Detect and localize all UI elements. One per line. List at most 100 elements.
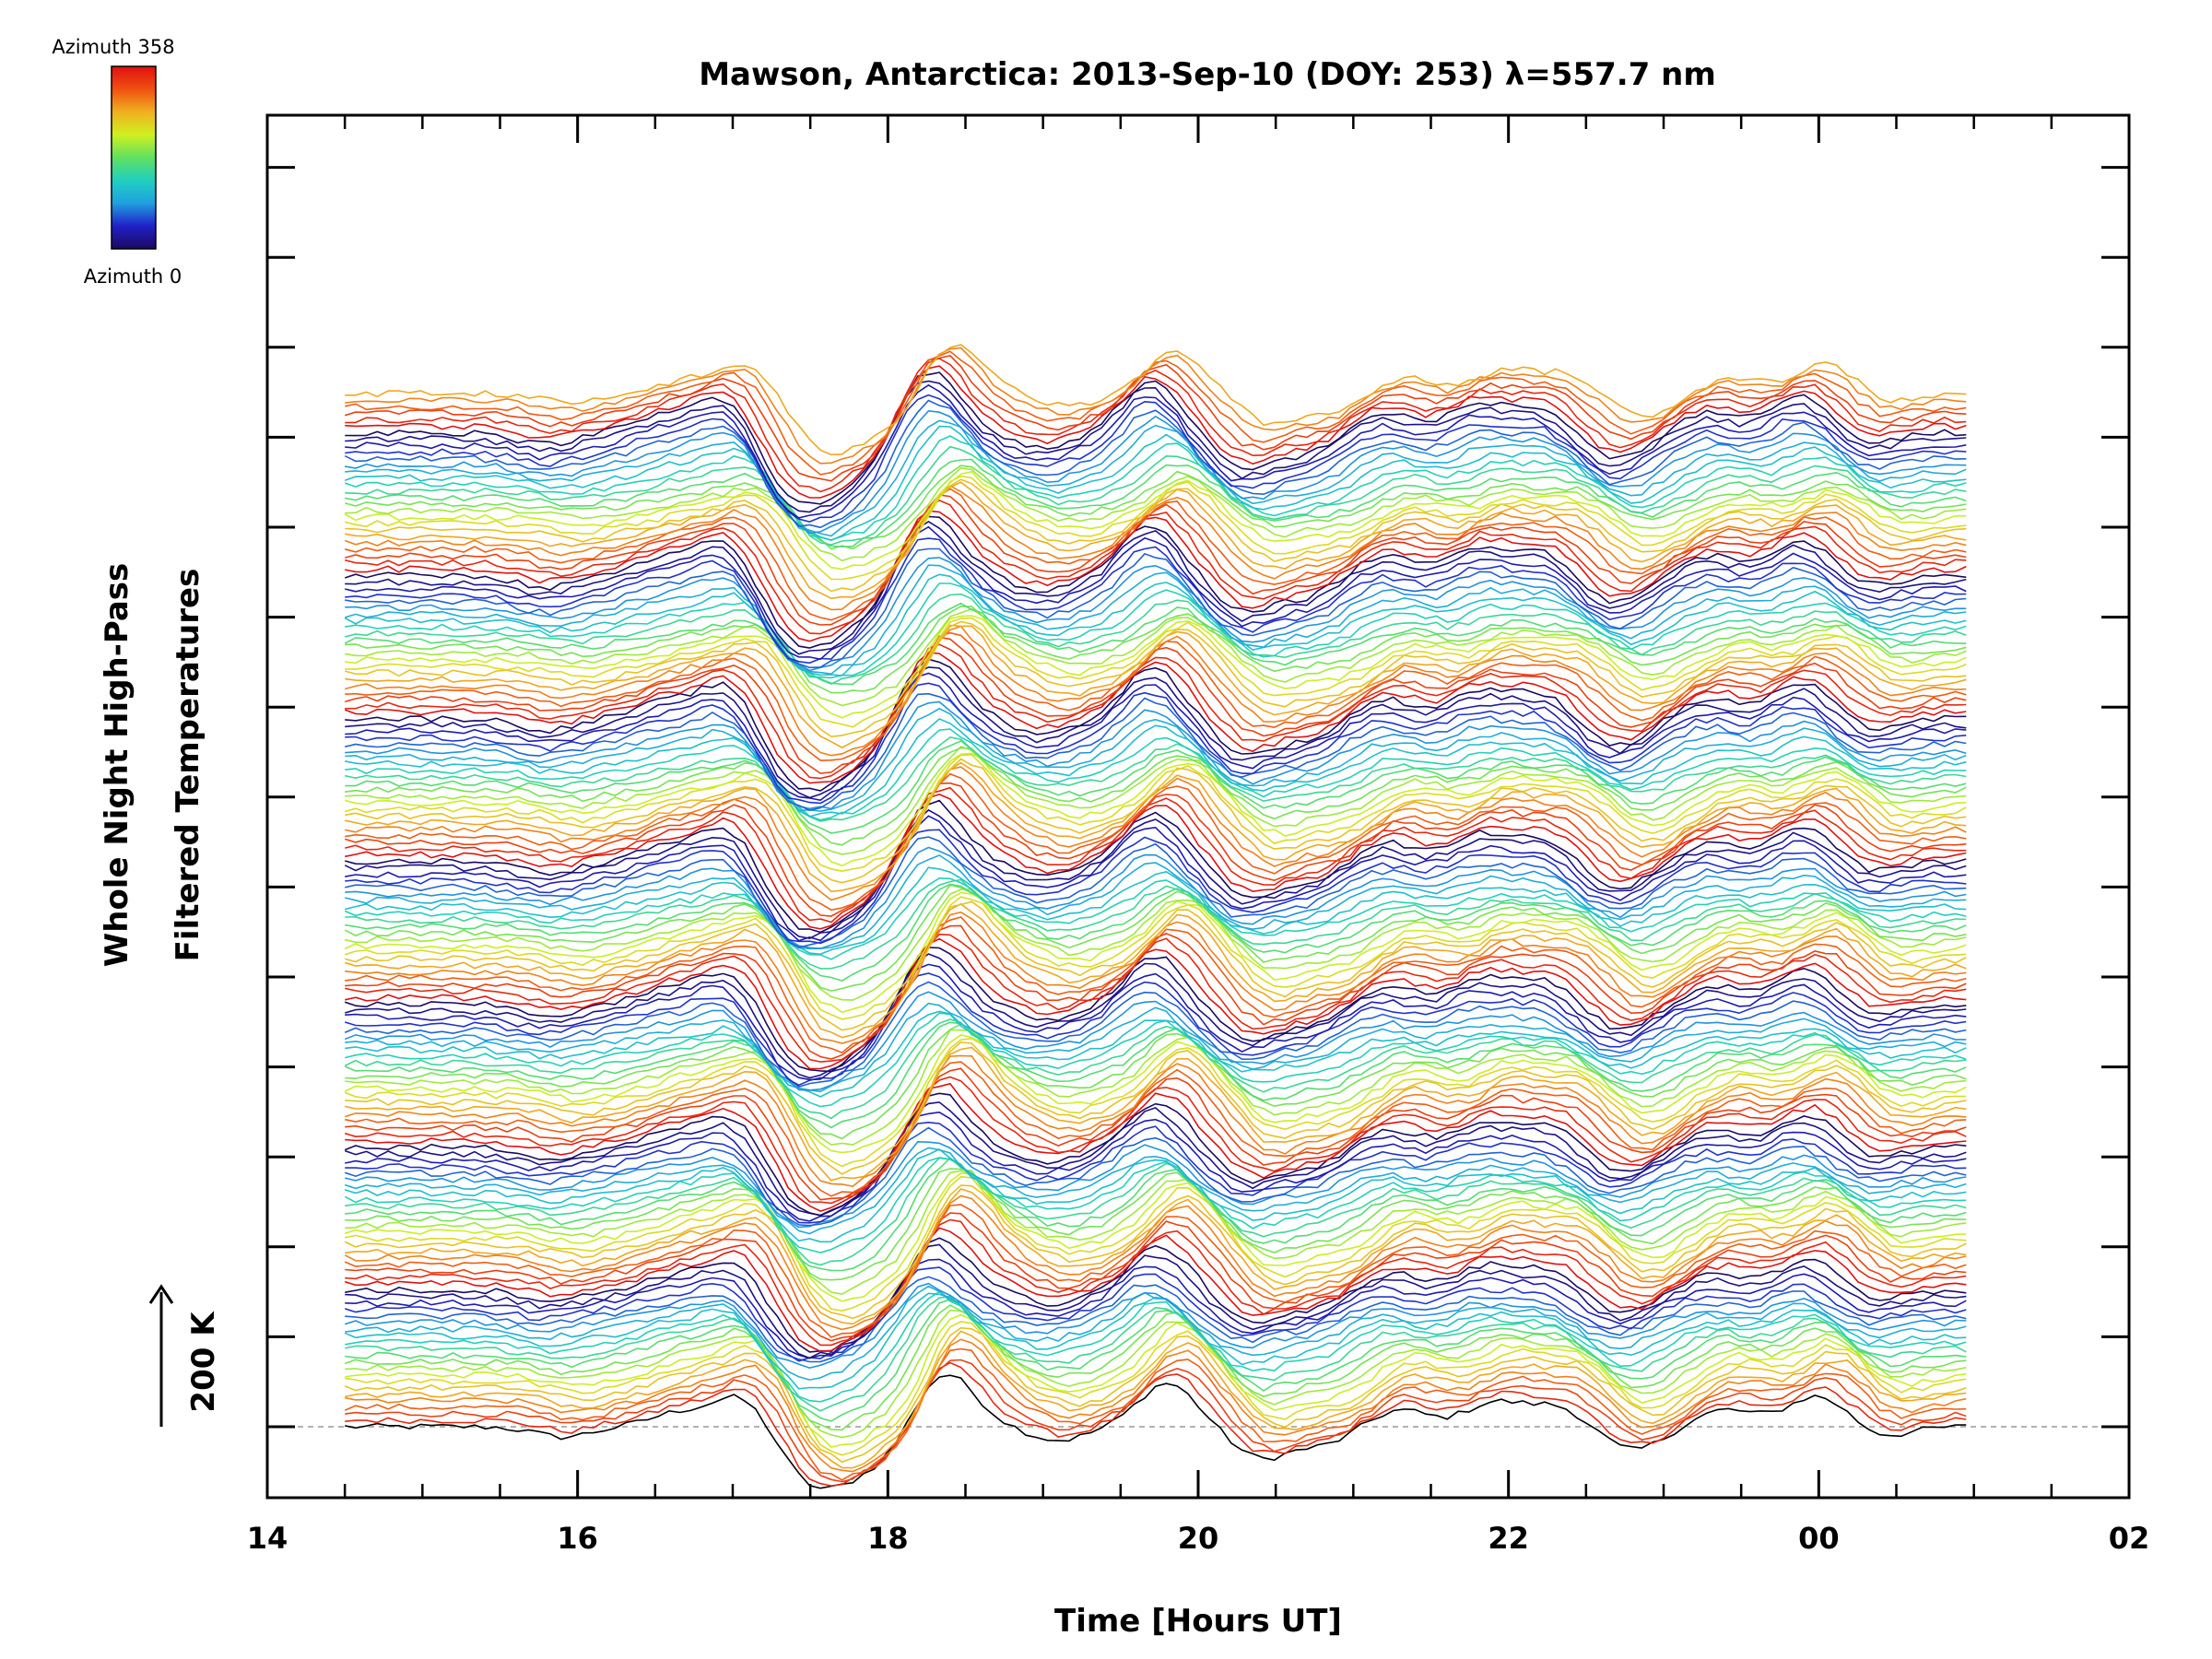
series-line <box>345 766 1967 901</box>
x-tick-label: 02 <box>2109 1521 2150 1556</box>
series-line <box>345 888 1967 1001</box>
series-line <box>345 606 1967 694</box>
scale-indicator: 200 K <box>148 1284 222 1427</box>
series-line <box>344 465 1967 550</box>
series-line <box>345 1010 1967 1098</box>
series-line <box>345 1313 1967 1448</box>
series-line <box>345 458 1967 548</box>
series-line <box>344 1092 1967 1217</box>
series-line <box>345 700 1967 810</box>
series-line <box>345 878 1967 970</box>
series-line <box>344 1157 1967 1254</box>
series-line <box>344 754 1967 873</box>
scale-label: 200 K <box>185 1311 222 1413</box>
series-line <box>345 1243 1967 1359</box>
chart-title: Mawson, Antarctica: 2013-Sep-10 (DOY: 25… <box>699 56 1716 93</box>
series-line <box>344 564 1967 676</box>
series-line <box>345 963 1967 1081</box>
series-line <box>344 515 1967 649</box>
series-line <box>344 884 1967 992</box>
series-line <box>345 631 1967 761</box>
series-line <box>344 355 1967 482</box>
series-line <box>345 728 1967 821</box>
series-line <box>345 758 1967 884</box>
series-line <box>345 478 1967 593</box>
series-line <box>344 902 1967 1039</box>
series-line <box>344 1326 1967 1464</box>
series-line <box>345 1012 1967 1108</box>
series-line <box>345 846 1967 949</box>
series-line <box>345 736 1967 822</box>
x-tick-label: 00 <box>1798 1521 1840 1556</box>
y-axis-ticks <box>267 166 2129 1429</box>
series-line <box>345 547 1967 669</box>
series-line <box>345 1157 1967 1266</box>
series-line <box>345 1295 1967 1412</box>
series-line <box>345 866 1967 956</box>
series-line <box>344 1304 1967 1431</box>
series-line <box>345 445 1967 546</box>
series-line <box>345 1359 1967 1483</box>
series-line <box>344 488 1967 621</box>
series-line <box>344 991 1967 1091</box>
series-line <box>345 745 1967 855</box>
series-line <box>345 1111 1967 1222</box>
series-line <box>345 682 1967 805</box>
series-line <box>344 900 1967 1031</box>
series-line <box>345 937 1967 1070</box>
series-line <box>345 1157 1967 1272</box>
series-line <box>345 829 1967 945</box>
series-line <box>344 972 1967 1087</box>
series-line <box>344 1292 1967 1390</box>
series-line <box>344 947 1967 1073</box>
series-line <box>345 615 1967 719</box>
x-axis-label: Time [Hours UT] <box>1054 1603 1342 1640</box>
series-line <box>345 1175 1967 1312</box>
series-line <box>344 1266 1967 1362</box>
series-line <box>345 1023 1967 1140</box>
series-line <box>344 1037 1967 1168</box>
series-line <box>345 1309 1967 1439</box>
series-line <box>344 1148 1967 1243</box>
series-line <box>344 1172 1967 1302</box>
arrow-up-icon <box>148 1284 174 1304</box>
plot-frame <box>265 113 2131 1500</box>
series-line <box>345 739 1967 834</box>
series-line <box>344 953 1967 1079</box>
series-line <box>345 1374 1967 1489</box>
series-line <box>344 1034 1967 1154</box>
series-line <box>345 557 1967 672</box>
series-line <box>345 718 1967 818</box>
x-tick-label: 16 <box>557 1521 598 1556</box>
series-line <box>345 380 1967 513</box>
series-line <box>345 786 1967 924</box>
series-line <box>345 466 1967 562</box>
series-line <box>344 799 1967 934</box>
series-line <box>344 1347 1967 1481</box>
series-line <box>345 344 1967 456</box>
series-line <box>344 891 1967 1014</box>
series-line <box>344 1282 1967 1370</box>
series-line <box>345 707 1967 812</box>
series-line <box>344 1126 1967 1227</box>
series-line <box>344 1018 1967 1120</box>
colorbar-bottom-label: Azimuth 0 <box>84 265 182 288</box>
series-line <box>345 854 1967 950</box>
series-line <box>344 1021 1967 1129</box>
series-line <box>345 365 1967 499</box>
colorbar-gradient <box>111 65 157 250</box>
series-line <box>344 1147 1967 1235</box>
series-line <box>345 1121 1967 1224</box>
series-line <box>345 394 1967 523</box>
y-axis-label-line2: Filtered Temperatures <box>170 569 206 962</box>
x-tick-label: 20 <box>1178 1521 1219 1556</box>
series-line <box>344 425 1967 542</box>
series-line <box>344 1194 1967 1331</box>
series-line <box>344 435 1967 541</box>
series-line <box>345 617 1967 728</box>
series-line <box>345 1285 1967 1381</box>
series-line <box>344 494 1967 626</box>
series-line <box>345 1218 1967 1347</box>
series-line <box>345 371 1967 505</box>
